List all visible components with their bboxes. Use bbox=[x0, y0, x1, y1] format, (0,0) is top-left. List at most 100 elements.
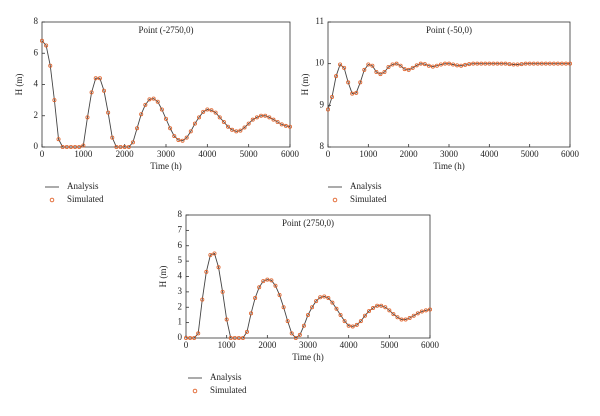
data-point bbox=[81, 143, 86, 148]
data-point bbox=[451, 62, 456, 67]
data-point bbox=[386, 65, 391, 70]
x-tick-label: 6000 bbox=[561, 149, 580, 159]
data-point bbox=[285, 319, 290, 324]
data-point bbox=[402, 67, 407, 72]
data-point bbox=[208, 252, 213, 257]
data-point bbox=[244, 329, 249, 334]
x-tick-label: 3000 bbox=[440, 149, 459, 159]
data-point bbox=[334, 74, 339, 79]
data-point bbox=[314, 299, 319, 304]
data-point bbox=[422, 62, 427, 67]
y-axis-label: H (m) bbox=[300, 74, 310, 96]
data-point bbox=[382, 70, 387, 75]
y-tick-label: 3 bbox=[178, 286, 183, 296]
x-tick-label: 4000 bbox=[480, 149, 499, 159]
data-point bbox=[434, 63, 439, 68]
data-point bbox=[200, 297, 205, 302]
data-point bbox=[346, 80, 351, 85]
data-point bbox=[362, 313, 367, 318]
y-tick-label: 0 bbox=[178, 332, 183, 342]
x-tick-label: 2000 bbox=[400, 149, 419, 159]
subplot-title: Point (2750,0) bbox=[282, 218, 334, 228]
data-point bbox=[563, 61, 568, 66]
data-point bbox=[155, 99, 160, 104]
data-point bbox=[281, 305, 286, 310]
data-point bbox=[168, 126, 173, 131]
x-axis-label: Time (h) bbox=[292, 352, 323, 362]
data-point bbox=[293, 335, 298, 340]
data-point bbox=[139, 112, 144, 117]
data-point bbox=[503, 61, 508, 66]
y-tick-label: 8 bbox=[320, 141, 325, 151]
data-point bbox=[246, 121, 251, 126]
subplot-title: Point (-50,0) bbox=[426, 25, 472, 35]
y-tick-label: 10 bbox=[315, 58, 325, 68]
data-point bbox=[362, 67, 367, 72]
data-point bbox=[334, 306, 339, 311]
data-point bbox=[159, 107, 164, 112]
subplot-title: Point (-2750,0) bbox=[139, 25, 194, 35]
legend-label: Simulated bbox=[350, 194, 387, 204]
data-point bbox=[48, 63, 53, 68]
data-point bbox=[238, 128, 243, 133]
legend-label: Analysis bbox=[350, 181, 382, 191]
data-point bbox=[234, 129, 239, 134]
x-tick-label: 1000 bbox=[218, 340, 237, 350]
data-point bbox=[209, 108, 214, 113]
data-point bbox=[370, 63, 375, 68]
data-line bbox=[41, 40, 291, 148]
data-point bbox=[310, 305, 315, 310]
data-point bbox=[350, 91, 355, 96]
data-point bbox=[44, 43, 49, 48]
data-point bbox=[535, 61, 540, 66]
data-point bbox=[172, 134, 177, 139]
data-point bbox=[471, 61, 476, 66]
data-point bbox=[415, 311, 420, 316]
data-point bbox=[271, 117, 276, 122]
data-point bbox=[97, 76, 102, 81]
y-axis-label: H (m) bbox=[158, 266, 168, 288]
data-point bbox=[305, 312, 310, 317]
data-point bbox=[407, 316, 412, 321]
data-point bbox=[430, 64, 435, 69]
data-point bbox=[192, 121, 197, 126]
data-point bbox=[265, 277, 270, 282]
data-point bbox=[523, 61, 528, 66]
data-point bbox=[213, 110, 218, 115]
data-point bbox=[499, 61, 504, 66]
data-point bbox=[287, 124, 292, 129]
data-point bbox=[122, 144, 127, 149]
data-point bbox=[224, 317, 229, 322]
data-point bbox=[135, 126, 140, 131]
data-point bbox=[220, 289, 225, 294]
x-tick-label: 4000 bbox=[198, 149, 217, 159]
y-tick-label: 6 bbox=[34, 47, 39, 57]
data-point bbox=[225, 124, 230, 129]
data-point bbox=[531, 61, 536, 66]
data-point bbox=[354, 322, 359, 327]
data-point bbox=[242, 125, 247, 130]
data-point bbox=[143, 102, 148, 107]
data-point bbox=[183, 335, 188, 340]
data-point bbox=[273, 283, 278, 288]
data-point bbox=[342, 319, 347, 324]
data-point bbox=[216, 265, 221, 270]
data-point bbox=[147, 97, 152, 102]
data-point bbox=[254, 115, 259, 120]
data-point bbox=[197, 115, 202, 120]
data-point bbox=[446, 61, 451, 66]
data-point bbox=[410, 65, 415, 70]
y-tick-label: 6 bbox=[178, 240, 183, 250]
legend-marker bbox=[332, 197, 338, 203]
x-axis-label: Time (h) bbox=[433, 161, 464, 171]
data-point bbox=[236, 335, 241, 340]
y-tick-label: 1 bbox=[178, 317, 183, 327]
x-axis-label: Time (h) bbox=[150, 161, 181, 171]
data-point bbox=[346, 323, 351, 328]
legend-label: Analysis bbox=[210, 372, 242, 382]
y-tick-label: 8 bbox=[34, 16, 39, 26]
data-point bbox=[230, 127, 235, 132]
legend-marker bbox=[192, 388, 198, 394]
data-point bbox=[515, 62, 520, 67]
